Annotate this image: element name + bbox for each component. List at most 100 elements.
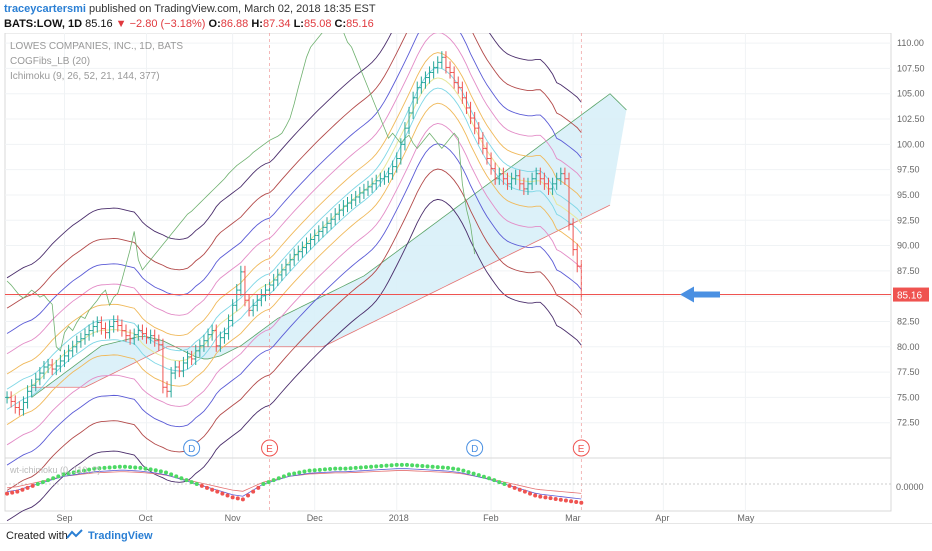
y-tick-label: 102.50 (897, 114, 925, 124)
chart-area[interactable]: 110.00 107.50 105.00 102.50 100.00 97.50 95.00… (0, 0, 932, 523)
x-axis: Sep Oct Nov Dec 2018 Feb Mar Apr May (56, 513, 754, 523)
oscillator-dot (102, 465, 107, 470)
oscillator-dot (369, 464, 374, 469)
oscillator-dot (435, 465, 440, 470)
oscillator-dot (117, 464, 122, 469)
event-marker-label: E (266, 444, 273, 455)
y-tick-label: 97.50 (897, 165, 920, 175)
oscillator-dot (297, 470, 302, 475)
oscillator-dot (322, 467, 327, 472)
oscillator-dot (548, 496, 553, 501)
ohlc-line: BATS:LOW, 1D 85.16 ▼ −2.80 (−3.18%) O:86… (4, 18, 374, 30)
oscillator-dot (512, 485, 517, 490)
candles (5, 51, 584, 416)
price-tag-label: 85.16 (897, 291, 922, 302)
y-axis: 110.00 107.50 105.00 102.50 100.00 97.50 95.00… (897, 38, 925, 428)
legend-indicator-2[interactable]: Ichimoku (9, 26, 52, 21, 144, 377) (10, 71, 160, 82)
event-marker (572, 439, 590, 457)
oscillator-dot (343, 466, 348, 471)
x-tick-label: Mar (565, 513, 581, 523)
y-tick-label: 72.50 (897, 418, 920, 428)
oscillator-dot (466, 470, 471, 475)
oscillator-dot (35, 482, 40, 486)
x-tick-label: Oct (139, 513, 154, 523)
oscillator-dot (40, 480, 45, 485)
y-tick-label: 75.00 (897, 392, 920, 402)
publish-line: traceycartersmi published on TradingView… (4, 3, 376, 15)
tradingview-link[interactable]: TradingView (88, 530, 153, 542)
oscillator-dot (163, 470, 168, 475)
oscillator-dot (471, 471, 476, 476)
oscillator-dot (497, 480, 502, 485)
oscillator-dot (128, 465, 133, 470)
oscillator-dot (451, 466, 456, 471)
oscillator-dot (415, 463, 420, 468)
oscillator-dot (25, 485, 30, 490)
oscillator-dot (240, 497, 245, 502)
y-tick-label: 100.00 (897, 139, 925, 149)
price-chart[interactable]: 110.00 107.50 105.00 102.50 100.00 97.50 95.00… (0, 0, 932, 523)
symbol-label: BATS:LOW, 1D (4, 18, 83, 30)
oscillator-dot (5, 491, 10, 496)
oscillator-dot (404, 462, 409, 467)
oscillator-dot (276, 476, 281, 481)
oscillator-dot (317, 467, 322, 472)
oscillator-dot (353, 465, 358, 470)
x-tick-label: Apr (655, 513, 669, 523)
oscillator-zero-label: 0.0000 (896, 482, 924, 492)
cloud-fill (31, 93, 627, 398)
oscillator-dot (492, 478, 497, 483)
cog-band-line (6, 198, 582, 522)
published-text: published on TradingView.com, March 02, … (89, 3, 376, 15)
author-link[interactable]: traceycartersmi (4, 3, 86, 15)
y-tick-label: 90.00 (897, 241, 920, 251)
legend-title: LOWES COMPANIES, INC., 1D, BATS (10, 41, 183, 52)
span-b-line (31, 204, 611, 388)
event-marker-label: E (578, 444, 585, 455)
y-tick-label: 107.50 (897, 63, 925, 73)
low-label: L: (293, 18, 304, 30)
oscillator-dot (379, 463, 384, 468)
oscillator-dot (517, 487, 522, 492)
close-value: 85.16 (346, 18, 374, 30)
oscillator-dot (287, 472, 292, 477)
oscillator-dot (302, 469, 307, 474)
oscillator-dot (148, 467, 153, 472)
event-marker-label: D (471, 444, 478, 455)
down-arrow-icon: ▼ (115, 18, 127, 30)
oscillator-dot (563, 498, 568, 503)
cog-band-line (6, 87, 582, 410)
cog-band-line (6, 11, 582, 334)
oscillator-dot (348, 466, 353, 471)
cog-band-line (6, 123, 582, 446)
oscillator-dot (143, 466, 148, 471)
oscillator-dot (579, 500, 584, 505)
y-tick-label: 105.00 (897, 89, 925, 99)
event-marker (466, 439, 484, 457)
oscillator-dot (410, 463, 415, 468)
oscillator-line (6, 468, 582, 500)
oscillator-dot (553, 496, 558, 501)
oscillator-dot (210, 487, 215, 492)
oscillator-dot (56, 474, 61, 479)
oscillator-dot (251, 489, 256, 494)
open-value: 86.88 (220, 18, 249, 30)
oscillator-dot (97, 466, 102, 471)
legend-indicator-1[interactable]: COGFibs_LB (20) (10, 56, 90, 67)
oscillator-dot (256, 485, 261, 490)
oscillator-dot (461, 468, 466, 473)
oscillator-dot (174, 474, 179, 479)
oscillator-dot (46, 478, 51, 483)
oscillator-dot (179, 476, 184, 481)
oscillator-dot (92, 466, 97, 471)
cog-band-line (6, 143, 582, 466)
x-tick-label: Nov (225, 513, 242, 523)
oscillator-dot (138, 465, 143, 470)
oscillator-dot (51, 476, 56, 481)
y-tick-label: 82.50 (897, 316, 920, 326)
cog-band-line (6, 102, 582, 425)
low-value: 85.08 (303, 18, 332, 30)
y-tick-label: 77.50 (897, 367, 920, 377)
event-marker (261, 439, 279, 457)
oscillator-dot (363, 465, 368, 470)
